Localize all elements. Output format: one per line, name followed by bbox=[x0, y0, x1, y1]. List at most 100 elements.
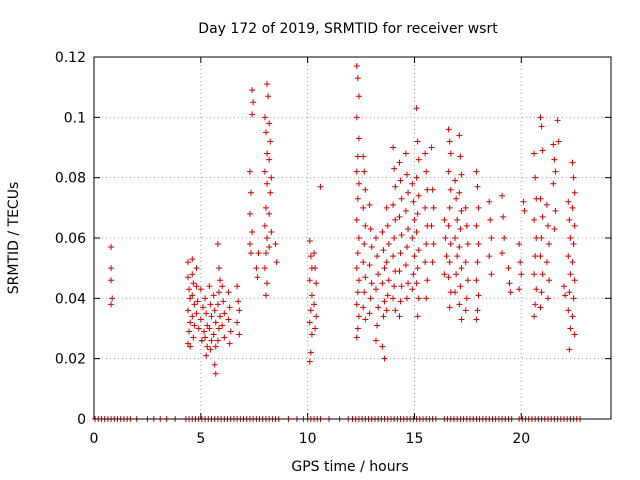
data-point bbox=[207, 346, 214, 353]
data-point bbox=[219, 322, 226, 329]
data-point bbox=[189, 292, 196, 299]
data-point bbox=[555, 138, 562, 145]
data-point bbox=[488, 235, 495, 241]
y-tick-label: 0.06 bbox=[55, 231, 86, 247]
data-point bbox=[355, 135, 362, 142]
data-point bbox=[379, 343, 386, 350]
data-point bbox=[533, 235, 540, 241]
data-point bbox=[473, 168, 480, 175]
data-point bbox=[458, 265, 465, 272]
data-point bbox=[429, 259, 436, 266]
data-point bbox=[354, 325, 361, 332]
data-point bbox=[413, 228, 420, 235]
data-point bbox=[197, 286, 204, 293]
data-point bbox=[226, 340, 233, 347]
data-point bbox=[261, 222, 268, 229]
data-point bbox=[311, 250, 318, 257]
data-point bbox=[353, 265, 360, 272]
data-point bbox=[505, 265, 512, 272]
data-point bbox=[445, 126, 452, 133]
data-point bbox=[220, 298, 227, 305]
data-point bbox=[397, 177, 404, 184]
data-point bbox=[355, 235, 362, 241]
data-point bbox=[212, 319, 219, 326]
data-point bbox=[253, 265, 260, 272]
data-point bbox=[185, 340, 191, 347]
data-point bbox=[261, 114, 268, 121]
data-point bbox=[185, 307, 191, 314]
x-tick-label: 15 bbox=[406, 431, 424, 447]
data-point bbox=[264, 150, 271, 157]
data-point bbox=[452, 289, 459, 296]
data-point bbox=[398, 283, 405, 290]
data-point bbox=[396, 268, 403, 275]
data-point bbox=[204, 322, 211, 329]
data-points bbox=[92, 63, 584, 422]
data-point bbox=[570, 295, 577, 302]
data-point bbox=[567, 271, 574, 278]
data-point bbox=[360, 204, 367, 211]
data-point bbox=[550, 141, 557, 148]
data-point bbox=[214, 241, 221, 248]
data-point bbox=[317, 183, 324, 190]
data-point bbox=[254, 274, 261, 281]
data-point bbox=[362, 222, 369, 229]
data-point bbox=[361, 241, 368, 248]
y-tick-label: 0.1 bbox=[64, 110, 86, 126]
data-point bbox=[383, 307, 390, 314]
data-point bbox=[520, 198, 527, 205]
data-point bbox=[569, 259, 576, 266]
data-point bbox=[499, 250, 506, 257]
data-point bbox=[197, 316, 204, 323]
data-point bbox=[441, 216, 448, 223]
data-point bbox=[486, 253, 493, 260]
data-point bbox=[249, 228, 256, 235]
data-point bbox=[202, 295, 209, 302]
data-point bbox=[409, 180, 416, 187]
data-point bbox=[446, 259, 453, 266]
data-point bbox=[246, 241, 253, 248]
data-point bbox=[354, 75, 361, 82]
x-axis-label: GPS time / hours bbox=[291, 459, 408, 475]
data-point bbox=[506, 280, 513, 287]
data-point bbox=[475, 292, 482, 299]
data-point bbox=[215, 265, 222, 272]
data-point bbox=[423, 295, 430, 302]
x-tick-label: 0 bbox=[90, 431, 99, 447]
data-point bbox=[562, 292, 569, 299]
data-point bbox=[567, 235, 574, 241]
data-point bbox=[353, 301, 360, 308]
data-point bbox=[537, 195, 544, 202]
data-point bbox=[366, 310, 373, 317]
plot-frame bbox=[93, 56, 612, 420]
data-point bbox=[360, 304, 367, 311]
data-point bbox=[571, 331, 578, 338]
data-point bbox=[473, 277, 480, 284]
data-point bbox=[551, 225, 558, 232]
data-point bbox=[366, 201, 373, 208]
data-point bbox=[565, 307, 572, 314]
data-point bbox=[262, 129, 269, 136]
data-point bbox=[367, 295, 374, 302]
data-point bbox=[265, 93, 272, 100]
data-point bbox=[355, 313, 362, 320]
data-point bbox=[405, 189, 412, 196]
data-point bbox=[453, 271, 460, 278]
data-point bbox=[236, 307, 243, 314]
data-point bbox=[518, 271, 525, 278]
data-point bbox=[272, 241, 279, 248]
data-point bbox=[246, 168, 253, 175]
data-point bbox=[383, 259, 390, 266]
data-point bbox=[488, 271, 495, 278]
data-point bbox=[261, 168, 268, 175]
data-point bbox=[185, 259, 191, 266]
data-point bbox=[214, 337, 221, 344]
y-tick-label: 0.02 bbox=[55, 352, 86, 368]
data-point bbox=[552, 168, 559, 175]
data-point bbox=[452, 177, 459, 184]
data-point bbox=[194, 298, 201, 305]
data-point bbox=[264, 235, 271, 241]
data-point bbox=[569, 313, 576, 320]
data-point bbox=[354, 250, 361, 257]
data-point bbox=[384, 292, 391, 299]
